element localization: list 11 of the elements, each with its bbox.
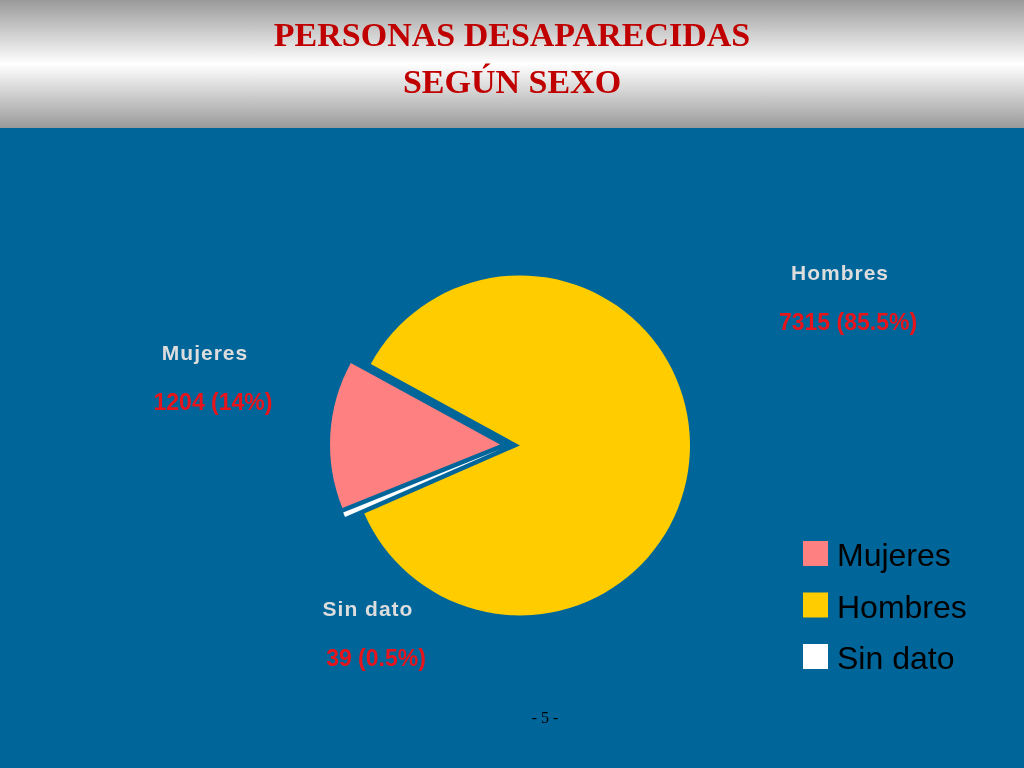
chart-title: PERSONAS DESAPARECIDAS SEGÚN SEXO [273, 16, 751, 100]
category-label: Sin dato [322, 597, 414, 620]
legend-label: Sin dato [837, 640, 955, 676]
category-label: Mujeres [161, 341, 249, 364]
data-label: 1204 (14%) [153, 389, 273, 415]
data-label: 39 (0.5%) [326, 645, 426, 671]
slice-label: Hombres [790, 261, 890, 284]
data-label: 7315 (85.5%) [778, 309, 918, 335]
legend-label: Hombres [837, 588, 967, 625]
text: - 5 - [531, 709, 559, 726]
legend-label: Mujeres [837, 537, 951, 573]
